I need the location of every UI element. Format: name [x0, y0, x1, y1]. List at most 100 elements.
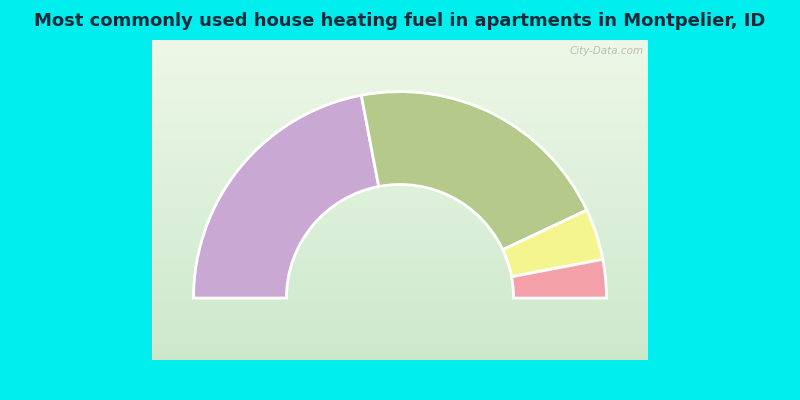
Bar — [152, 59, 648, 61]
Bar — [152, 281, 648, 283]
Text: Most commonly used house heating fuel in apartments in Montpelier, ID: Most commonly used house heating fuel in… — [34, 12, 766, 30]
Bar — [152, 162, 648, 164]
Bar — [152, 294, 648, 296]
Bar — [152, 85, 648, 87]
Bar — [152, 78, 648, 80]
Bar — [152, 132, 648, 134]
Bar — [152, 40, 648, 42]
Bar — [152, 307, 648, 309]
Bar — [152, 288, 648, 290]
Bar — [152, 247, 648, 249]
Bar — [152, 304, 648, 307]
Bar — [152, 268, 648, 270]
Bar — [152, 98, 648, 100]
Bar — [152, 236, 648, 238]
Bar — [152, 300, 648, 302]
Bar — [152, 215, 648, 217]
Bar — [152, 256, 648, 258]
Bar — [152, 208, 648, 211]
Bar — [152, 221, 648, 224]
Bar — [152, 326, 648, 328]
Bar — [152, 140, 648, 142]
Bar — [152, 112, 648, 115]
Bar — [152, 142, 648, 144]
Bar — [152, 125, 648, 128]
Bar — [152, 211, 648, 213]
Bar — [152, 48, 648, 51]
Bar — [152, 202, 648, 204]
Bar — [152, 315, 648, 317]
Bar — [152, 198, 648, 200]
Bar — [152, 187, 648, 189]
Bar — [152, 217, 648, 219]
Bar — [152, 117, 648, 119]
Bar — [152, 356, 648, 358]
Bar — [152, 83, 648, 85]
Bar — [152, 275, 648, 277]
Bar — [152, 228, 648, 230]
Bar — [152, 110, 648, 112]
Bar — [152, 192, 648, 194]
Bar — [152, 226, 648, 228]
Bar — [152, 189, 648, 192]
Bar — [152, 44, 648, 46]
Bar — [152, 343, 648, 345]
Bar — [152, 80, 648, 83]
Bar — [152, 336, 648, 339]
Bar — [152, 164, 648, 166]
Bar — [152, 87, 648, 89]
Wedge shape — [362, 92, 587, 250]
Bar — [152, 91, 648, 93]
Bar — [152, 176, 648, 179]
Bar — [152, 72, 648, 74]
Bar — [152, 339, 648, 341]
Bar — [152, 347, 648, 349]
Bar — [152, 332, 648, 334]
Bar — [152, 108, 648, 110]
Bar — [152, 121, 648, 123]
Bar — [152, 290, 648, 292]
Bar — [152, 354, 648, 356]
Bar — [152, 119, 648, 121]
Bar — [152, 149, 648, 151]
Bar — [152, 283, 648, 285]
Bar — [152, 330, 648, 332]
Bar — [152, 296, 648, 298]
Bar — [152, 102, 648, 104]
Bar — [152, 144, 648, 147]
Bar — [152, 264, 648, 266]
Bar — [152, 74, 648, 76]
Bar — [152, 157, 648, 160]
Text: City-Data.com: City-Data.com — [570, 46, 644, 56]
Bar — [152, 46, 648, 48]
Bar — [152, 219, 648, 221]
Bar — [152, 200, 648, 202]
Bar — [152, 160, 648, 162]
Bar — [152, 234, 648, 236]
Bar — [152, 324, 648, 326]
Bar — [152, 89, 648, 91]
Bar — [152, 170, 648, 172]
Bar — [152, 53, 648, 55]
Bar — [152, 194, 648, 196]
Bar — [152, 106, 648, 108]
Bar — [152, 328, 648, 330]
Bar — [152, 57, 648, 59]
Bar — [152, 183, 648, 185]
Bar — [152, 179, 648, 181]
Bar — [152, 93, 648, 96]
Bar — [152, 123, 648, 125]
Bar — [152, 238, 648, 240]
Bar — [152, 204, 648, 206]
Bar — [152, 155, 648, 157]
Bar — [152, 128, 648, 130]
Bar — [152, 270, 648, 272]
Bar — [152, 224, 648, 226]
Bar — [152, 174, 648, 176]
Bar — [152, 68, 648, 70]
Bar — [152, 352, 648, 354]
Bar — [152, 181, 648, 183]
Bar — [152, 42, 648, 44]
Bar — [152, 138, 648, 140]
Bar — [152, 349, 648, 352]
